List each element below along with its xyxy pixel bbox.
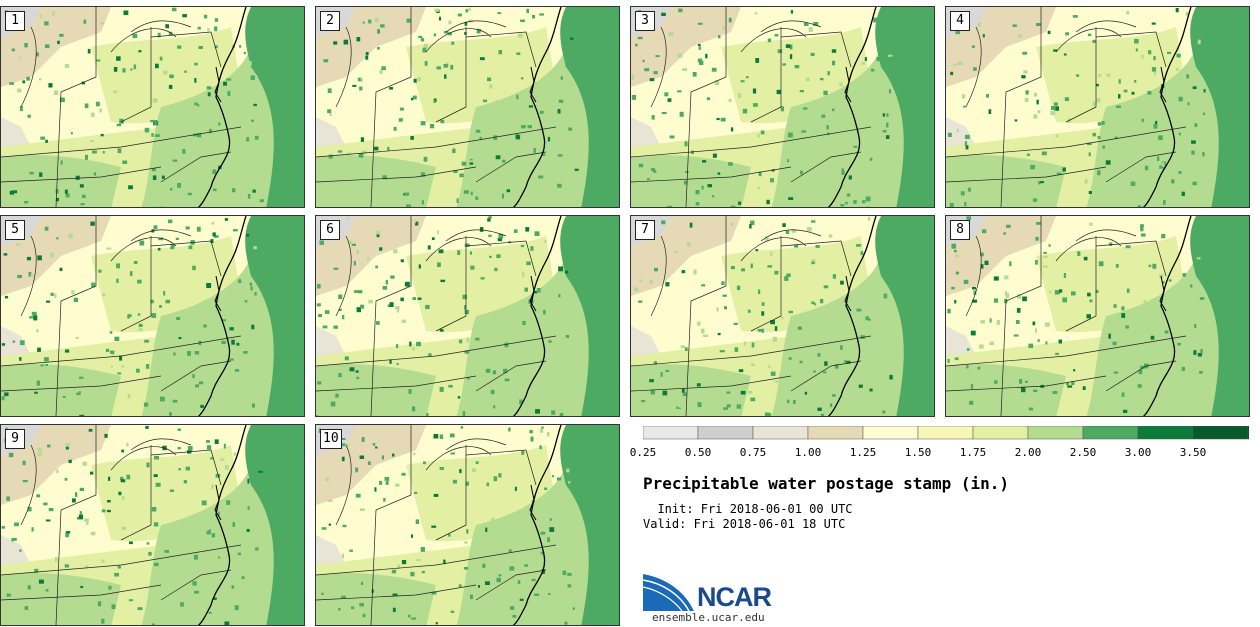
colorbar-bin xyxy=(862,426,919,440)
pw-field-map xyxy=(1,425,304,625)
member-number: 4 xyxy=(950,11,970,31)
member-panel-2: 2 xyxy=(315,6,620,208)
pw-field-map xyxy=(946,216,1249,416)
colorbar-tick-label: 3.00 xyxy=(1124,446,1152,459)
colorbar-tick-label: 1.50 xyxy=(904,446,932,459)
member-panel-7: 7 xyxy=(630,215,935,417)
colorbar-bin xyxy=(752,426,809,440)
member-panel-6: 6 xyxy=(315,215,620,417)
colorbar-bin xyxy=(1192,426,1249,440)
pw-field-map xyxy=(316,7,619,207)
logo-name: NCAR xyxy=(697,582,772,612)
colorbar-bin xyxy=(917,426,974,440)
member-number: 6 xyxy=(320,220,340,240)
plot-title: Precipitable water postage stamp (in.) xyxy=(643,474,1010,493)
member-number: 3 xyxy=(635,11,655,31)
member-panel-3: 3 xyxy=(630,6,935,208)
colorbar-tick-label: 1.25 xyxy=(849,446,877,459)
member-panel-4: 4 xyxy=(945,6,1250,208)
valid-time: Valid: Fri 2018-06-01 18 UTC xyxy=(643,517,846,531)
colorbar-tick-label: 1.00 xyxy=(794,446,822,459)
member-panel-8: 8 xyxy=(945,215,1250,417)
colorbar-bin xyxy=(1027,426,1084,440)
pw-field-map xyxy=(631,216,934,416)
colorbar-tick-label: 2.50 xyxy=(1069,446,1097,459)
colorbar-bin xyxy=(1082,426,1139,440)
pw-field-map xyxy=(1,7,304,207)
member-panel-10: 10 xyxy=(315,424,620,626)
colorbar-tick-label: 1.75 xyxy=(959,446,987,459)
member-panel-1: 1 xyxy=(0,6,305,208)
colorbar-tick-label: 0.25 xyxy=(629,446,657,459)
colorbar-tick-label: 2.00 xyxy=(1014,446,1042,459)
colorbar xyxy=(643,426,1249,440)
colorbar-bin xyxy=(697,426,754,440)
pw-field-map xyxy=(1,216,304,416)
member-number: 2 xyxy=(320,11,340,31)
init-time: Init: Fri 2018-06-01 00 UTC xyxy=(643,502,853,516)
logo-url: ensemble.ucar.edu xyxy=(652,611,765,624)
colorbar-tick-label: 0.75 xyxy=(739,446,767,459)
pw-field-map xyxy=(946,7,1249,207)
member-number: 9 xyxy=(5,429,25,449)
member-number: 7 xyxy=(635,220,655,240)
pw-field-map xyxy=(631,7,934,207)
ncar-logo-icon xyxy=(643,572,696,612)
colorbar-tick-label: 3.50 xyxy=(1179,446,1207,459)
member-panel-5: 5 xyxy=(0,215,305,417)
colorbar-bin xyxy=(643,426,699,440)
colorbar-bin xyxy=(1247,426,1249,440)
colorbar-tick-label: 0.50 xyxy=(684,446,712,459)
colorbar-bin xyxy=(1137,426,1194,440)
member-number: 8 xyxy=(950,220,970,240)
member-number: 10 xyxy=(320,429,342,449)
pw-field-map xyxy=(316,425,619,625)
member-number: 1 xyxy=(5,11,25,31)
member-panel-9: 9 xyxy=(0,424,305,626)
colorbar-bin xyxy=(807,426,864,440)
pw-field-map xyxy=(316,216,619,416)
colorbar-bin xyxy=(972,426,1029,440)
member-number: 5 xyxy=(5,220,25,240)
